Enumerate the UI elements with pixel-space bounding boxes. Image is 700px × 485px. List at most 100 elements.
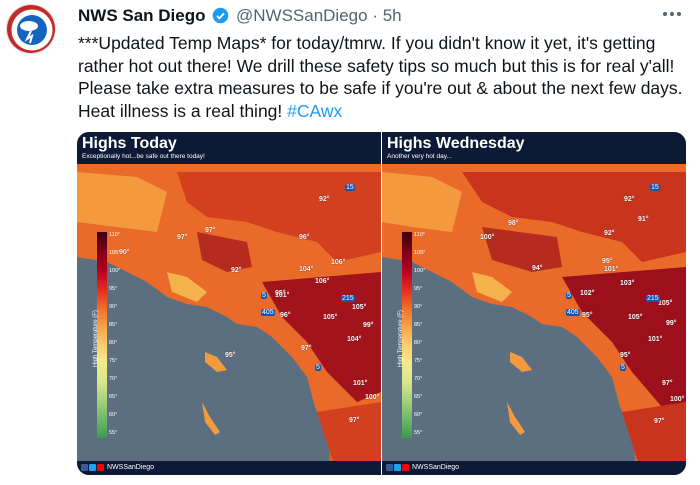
temp-label: 99°: [666, 320, 677, 327]
youtube-icon: [402, 464, 409, 471]
temp-label: 97°: [349, 417, 360, 424]
temp-label: 101°: [275, 292, 290, 299]
map-graphic: [77, 132, 381, 475]
temp-label: 104°: [347, 336, 362, 343]
legend-label: 60°: [414, 412, 423, 418]
map-title: Highs Today: [82, 135, 177, 152]
temp-label: 101°: [648, 336, 663, 343]
temp-label: 92°: [604, 230, 615, 237]
highway-shield: 5: [315, 364, 321, 371]
legend-label: 65°: [109, 394, 118, 400]
map-image[interactable]: Highs Wednesday Another very hot day... …: [382, 132, 686, 475]
legend-label: 70°: [414, 376, 423, 382]
legend-label: 65°: [414, 394, 423, 400]
youtube-icon: [97, 464, 104, 471]
temp-label: 100°: [480, 234, 495, 241]
temp-label: 100°: [365, 394, 380, 401]
legend-label: 105°: [414, 250, 426, 256]
temp-label: 101°: [604, 266, 619, 273]
legend-label: 105°: [109, 250, 121, 256]
map-image[interactable]: Highs Today Exceptionally hot...be safe …: [77, 132, 381, 475]
legend-axis-title: High Temperature (F): [398, 310, 404, 367]
temp-label: 97°: [662, 380, 673, 387]
twitter-icon: [394, 464, 401, 471]
highway-shield: 405: [261, 309, 275, 316]
temp-label: 90°: [119, 249, 130, 256]
highway-shield: 5: [261, 292, 267, 299]
temp-label: 102°: [580, 290, 595, 297]
map-footer: NWSSanDiego: [382, 461, 686, 475]
temp-label: 97°: [177, 234, 188, 241]
temp-label: 106°: [315, 278, 330, 285]
temp-label: 95°: [582, 312, 593, 319]
legend-bar: [97, 232, 107, 438]
legend-label: 55°: [109, 430, 118, 436]
map-footer: NWSSanDiego: [77, 461, 381, 475]
temp-label: 92°: [624, 196, 635, 203]
legend-axis-title: High Temperature (F): [93, 310, 99, 367]
map-titlebar: Highs Wednesday Another very hot day...: [382, 132, 686, 164]
legend-label: 110°: [414, 232, 425, 238]
temp-label: 94°: [532, 265, 543, 272]
map-title: Highs Wednesday: [387, 135, 525, 152]
temperature-legend: 110° 105° 100° 95° 90° 85° 80° 75° 70° 6…: [93, 232, 123, 444]
temp-label: 105°: [323, 314, 338, 321]
highway-shield: 215: [646, 295, 660, 302]
legend-bar: [402, 232, 412, 438]
hashtag-link[interactable]: #CAwx: [287, 100, 343, 121]
map-footer-handle: NWSSanDiego: [412, 464, 460, 471]
twitter-icon: [89, 464, 96, 471]
tweet-header: NWS San Diego @NWSSanDiego · 5h: [78, 6, 402, 29]
temp-label: 101°: [353, 380, 368, 387]
more-options-icon[interactable]: [661, 7, 683, 21]
tweet-media[interactable]: Highs Today Exceptionally hot...be safe …: [77, 132, 686, 475]
temperature-legend: 110° 105° 100° 95° 90° 85° 80° 75° 70° 6…: [398, 232, 428, 444]
legend-label: 100°: [109, 268, 121, 274]
temp-label: 105°: [628, 314, 643, 321]
temp-label: 105°: [352, 304, 367, 311]
legend-label: 60°: [109, 412, 118, 418]
temp-label: 106°: [331, 259, 346, 266]
temp-label: 91°: [638, 216, 649, 223]
legend-label: 75°: [109, 358, 118, 364]
temp-label: 97°: [301, 345, 312, 352]
highway-shield: 215: [341, 295, 355, 302]
temp-label: 95°: [225, 352, 236, 359]
temp-label: 98°: [508, 220, 519, 227]
map-footer-handle: NWSSanDiego: [107, 464, 155, 471]
highway-shield: 405: [566, 309, 580, 316]
legend-label: 90°: [414, 304, 423, 310]
temp-label: 96°: [280, 312, 291, 319]
temp-label: 105°: [658, 300, 673, 307]
highway-shield: 5: [620, 364, 626, 371]
map-graphic: [382, 132, 686, 475]
facebook-icon: [386, 464, 393, 471]
legend-label: 85°: [109, 322, 118, 328]
map-subtitle: Exceptionally hot...be safe out there to…: [82, 153, 205, 160]
temp-label: 92°: [231, 267, 242, 274]
separator-dot: ·: [372, 6, 378, 25]
temp-label: 103°: [620, 280, 635, 287]
legend-label: 55°: [414, 430, 423, 436]
legend-label: 95°: [109, 286, 118, 292]
temp-label: 96°: [299, 234, 310, 241]
highway-shield: 5: [566, 292, 572, 299]
legend-label: 90°: [109, 304, 118, 310]
highway-shield: 15: [650, 184, 660, 191]
avatar[interactable]: [6, 4, 56, 54]
map-titlebar: Highs Today Exceptionally hot...be safe …: [77, 132, 381, 164]
temp-label: 95°: [602, 258, 613, 265]
legend-label: 100°: [414, 268, 426, 274]
legend-label: 70°: [109, 376, 118, 382]
verified-badge-icon: [212, 7, 229, 29]
tweet-body: ***Updated Temp Maps* for today/tmrw. If…: [78, 33, 683, 121]
temp-label: 95°: [275, 290, 286, 297]
legend-label: 80°: [414, 340, 423, 346]
legend-label: 110°: [109, 232, 120, 238]
tweet-text: ***Updated Temp Maps* for today/tmrw. If…: [78, 32, 690, 122]
temp-label: 104°: [299, 266, 314, 273]
tweet-time[interactable]: 5h: [382, 6, 402, 25]
author-name[interactable]: NWS San Diego: [78, 6, 206, 25]
author-handle[interactable]: @NWSSanDiego: [235, 6, 368, 25]
legend-label: 80°: [109, 340, 118, 346]
